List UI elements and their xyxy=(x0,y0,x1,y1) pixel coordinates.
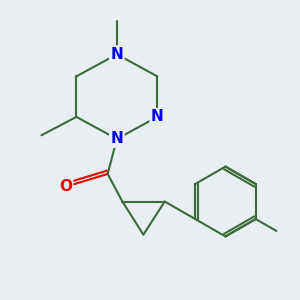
Text: N: N xyxy=(110,47,123,62)
Text: N: N xyxy=(151,110,164,124)
Text: N: N xyxy=(110,131,123,146)
Text: O: O xyxy=(59,179,72,194)
